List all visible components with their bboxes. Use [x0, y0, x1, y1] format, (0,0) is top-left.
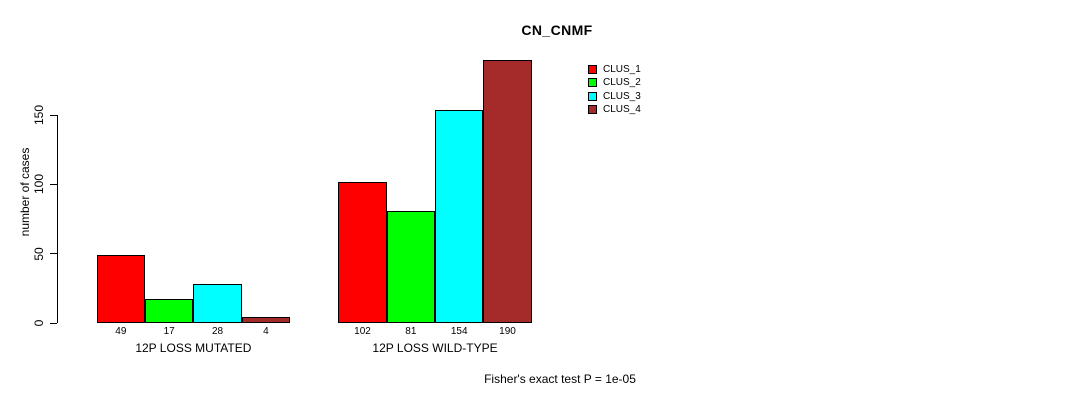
group-axis-label: 12P LOSS WILD-TYPE [372, 341, 498, 355]
bar-value-label: 154 [450, 326, 468, 337]
y-tick-mark [50, 253, 57, 255]
bar-value-label: 49 [115, 326, 127, 337]
y-tick-mark [50, 322, 57, 324]
legend-swatch-icon [588, 91, 597, 101]
legend: CLUS_1 CLUS_2 CLUS_3 CLUS_4 [588, 63, 641, 116]
group-axis-label: 12P LOSS MUTATED [135, 341, 252, 355]
y-tick-label: 50 [32, 247, 46, 261]
legend-label: CLUS_3 [603, 90, 641, 102]
legend-swatch-icon [588, 65, 597, 75]
bar-value-label: 4 [263, 326, 269, 337]
bar-value-label: 17 [163, 326, 175, 337]
legend-label: CLUS_1 [603, 64, 641, 76]
bar-clus-3 [193, 284, 242, 323]
bar-clus-4 [483, 59, 532, 323]
y-tick-mark [50, 114, 57, 116]
bar-value-label: 81 [405, 326, 417, 337]
bar-clus-2 [386, 210, 435, 323]
y-axis-line [57, 115, 58, 323]
legend-item-clus-4: CLUS_4 [588, 103, 641, 116]
bar-value-label: 102 [354, 326, 371, 337]
bar-clus-1 [338, 181, 387, 323]
y-axis-label: number of cases [18, 147, 32, 237]
legend-item-clus-2: CLUS_2 [588, 76, 641, 89]
y-tick-mark [50, 183, 57, 185]
chart-title: CN_CNMF [521, 22, 593, 38]
legend-label: CLUS_4 [603, 104, 641, 116]
legend-label: CLUS_2 [603, 77, 641, 89]
legend-swatch-icon [588, 78, 597, 88]
legend-swatch-icon [588, 105, 597, 115]
fisher-test-annotation: Fisher's exact test P = 1e-05 [484, 372, 636, 386]
bar-value-label: 190 [499, 326, 516, 337]
y-tick-label: 0 [32, 319, 46, 327]
y-tick-label: 100 [32, 174, 46, 195]
legend-item-clus-1: CLUS_1 [588, 63, 641, 76]
bar-value-label: 28 [211, 326, 224, 337]
bar-clus-4 [241, 317, 291, 323]
bar-clus-3 [435, 109, 484, 323]
y-tick-label: 150 [32, 105, 46, 126]
bar-clus-2 [145, 299, 194, 323]
legend-item-clus-3: CLUS_3 [588, 90, 641, 103]
bar-clus-1 [96, 255, 146, 323]
